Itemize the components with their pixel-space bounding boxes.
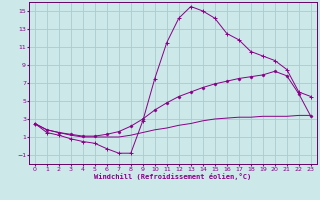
X-axis label: Windchill (Refroidissement éolien,°C): Windchill (Refroidissement éolien,°C) <box>94 173 252 180</box>
